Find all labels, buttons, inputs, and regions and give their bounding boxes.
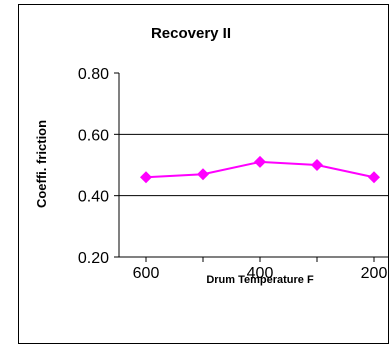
x-tick-label-0: 600 — [133, 265, 160, 282]
x-tick-label-1: 400 — [247, 265, 274, 282]
y-ticks: 0.20 0.40 0.60 0.80 — [78, 66, 119, 267]
series-markers — [140, 155, 380, 184]
y-tick-label-2: 0.60 — [78, 127, 109, 144]
y-axis-label: Coeffi. friction — [34, 120, 49, 208]
chart-title: Recovery II — [151, 25, 231, 42]
gridlines — [119, 133, 388, 197]
x-tick-label-2: 200 — [361, 265, 388, 282]
x-axis-label: Drum Temperature F — [206, 274, 314, 286]
y-tick-label-3: 0.80 — [78, 66, 109, 83]
data-point-1 — [197, 168, 209, 181]
y-tick-label-0: 0.20 — [78, 250, 109, 267]
x-ticks: 600 400 200 — [133, 257, 388, 282]
data-point-0 — [140, 171, 152, 184]
data-point-3 — [311, 159, 323, 171]
data-point-2 — [254, 155, 266, 168]
data-point-4 — [368, 171, 380, 184]
y-tick-label-1: 0.40 — [78, 189, 109, 206]
